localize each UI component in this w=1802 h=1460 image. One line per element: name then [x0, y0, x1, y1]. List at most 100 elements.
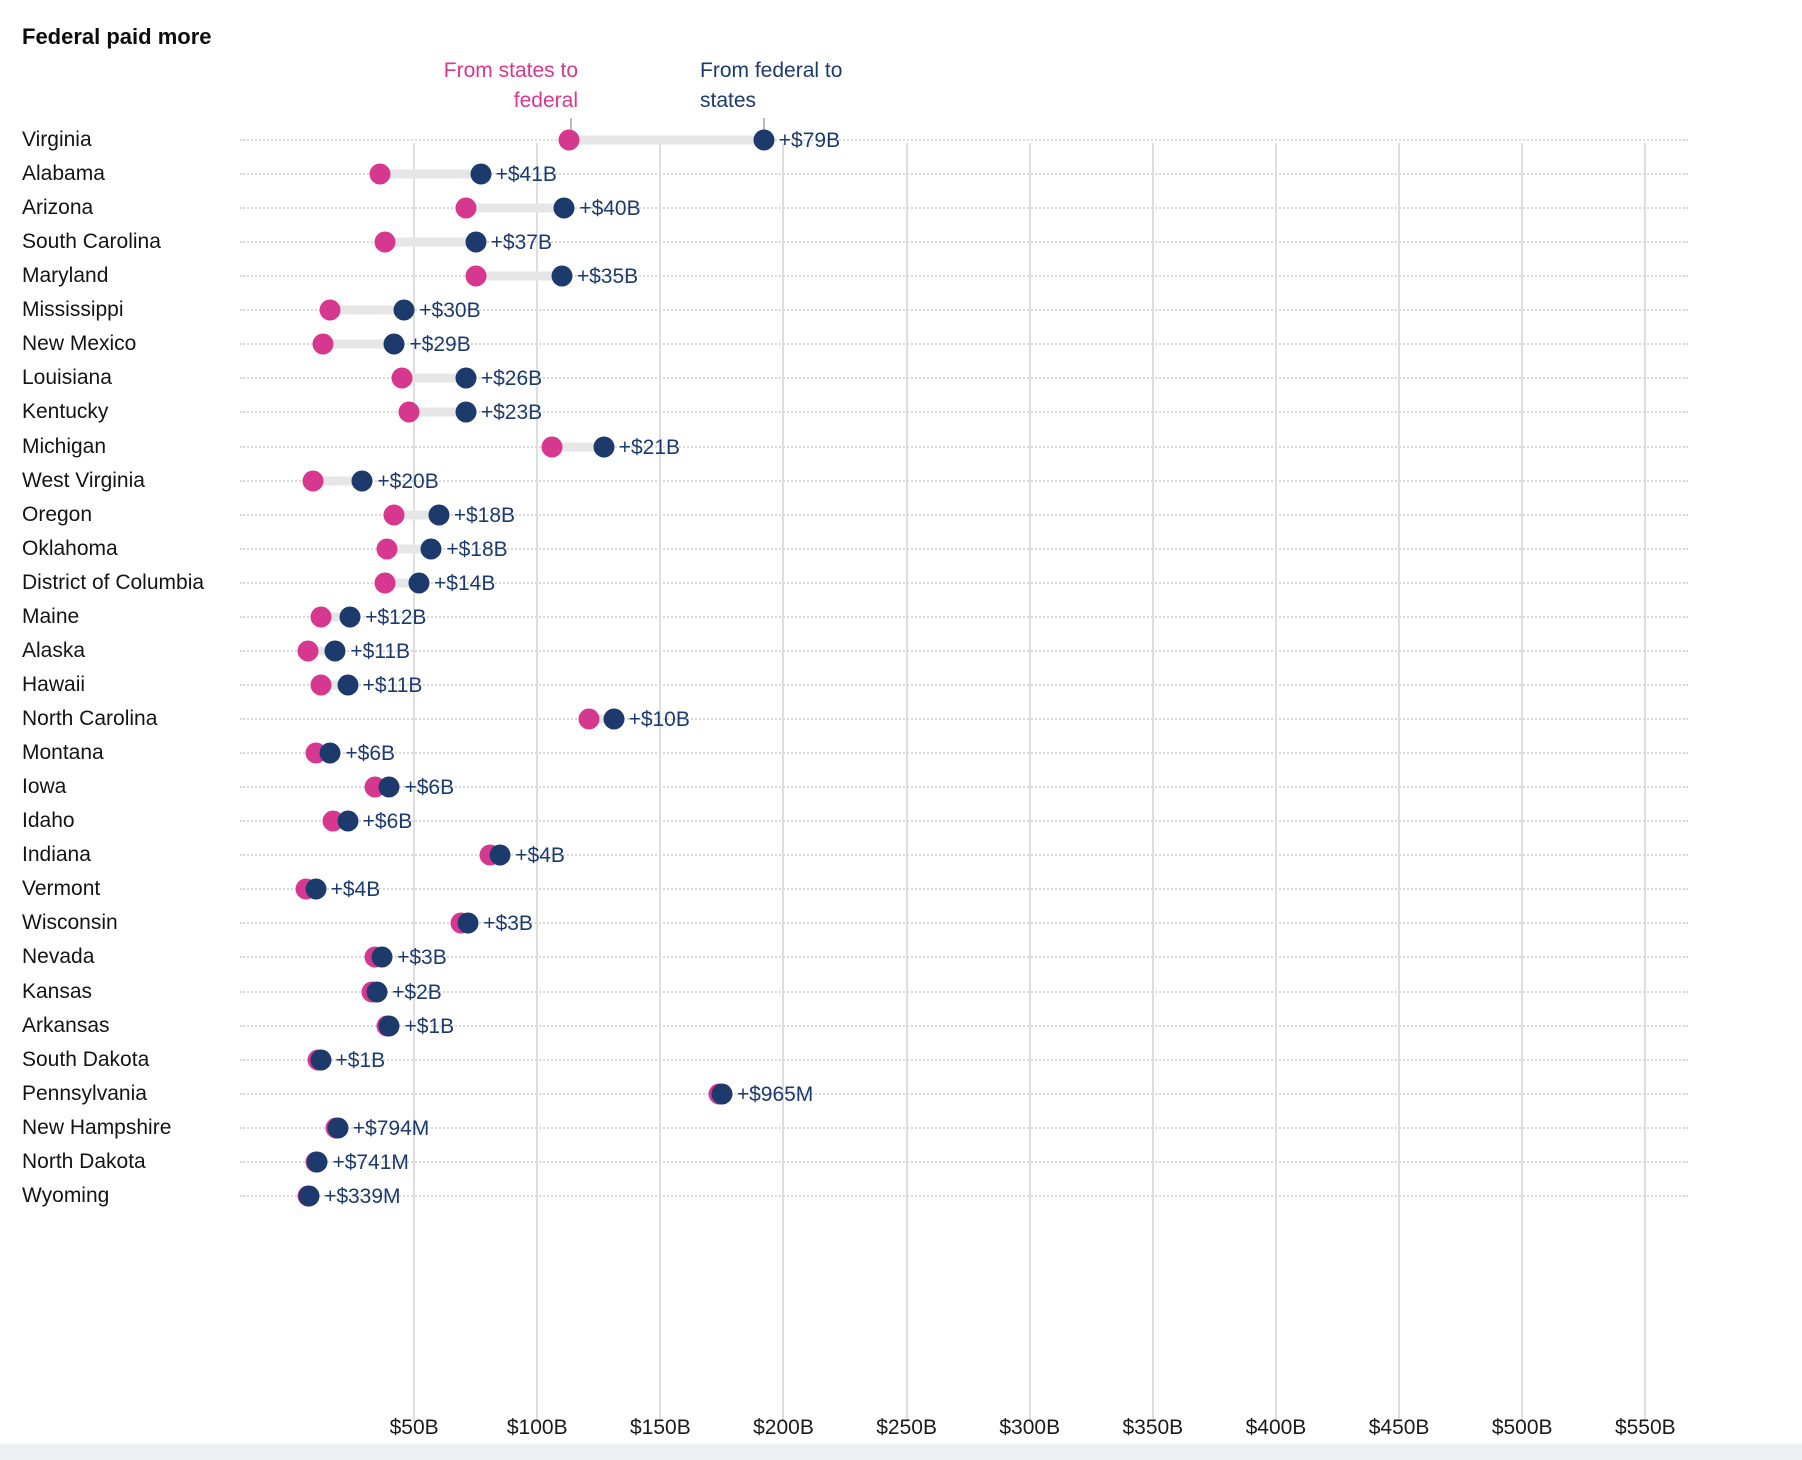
state-label: Arkansas: [22, 1013, 110, 1037]
dumbbell-connector: [475, 271, 562, 281]
difference-label: +$18B: [453, 503, 516, 527]
state-label: Kentucky: [22, 400, 109, 424]
dot-federal-to-states[interactable]: [455, 401, 477, 423]
dot-federal-to-states[interactable]: [553, 197, 575, 219]
difference-label: +$37B: [490, 231, 552, 255]
state-label: Alabama: [22, 162, 105, 186]
dot-federal-to-states[interactable]: [408, 572, 430, 594]
dot-federal-to-states[interactable]: [337, 674, 359, 696]
dot-states-to-federal[interactable]: [302, 470, 324, 492]
dot-states-to-federal[interactable]: [465, 265, 487, 287]
dot-states-to-federal[interactable]: [578, 708, 600, 730]
difference-label: +$40B: [579, 197, 641, 221]
row-guide: [240, 649, 1688, 652]
dot-states-to-federal[interactable]: [312, 333, 334, 355]
dot-states-to-federal[interactable]: [391, 367, 413, 389]
dot-federal-to-states[interactable]: [465, 231, 487, 253]
dot-states-to-federal[interactable]: [541, 436, 563, 458]
difference-label: +$10B: [628, 708, 690, 732]
dot-states-to-federal[interactable]: [374, 572, 396, 594]
row-guide: [240, 990, 1688, 993]
row-guide: [240, 718, 1688, 721]
difference-label: +$794M: [352, 1116, 430, 1140]
gridline-$400B: [1274, 143, 1277, 1422]
dot-federal-to-states[interactable]: [371, 946, 393, 968]
dot-federal-to-states[interactable]: [324, 640, 346, 662]
dot-federal-to-states[interactable]: [593, 436, 615, 458]
gridline-$100B: [536, 143, 539, 1422]
footer-strip: [0, 1444, 1802, 1460]
dot-states-to-federal[interactable]: [374, 231, 396, 253]
dot-states-to-federal[interactable]: [455, 197, 477, 219]
row-guide: [240, 1160, 1688, 1163]
dot-states-to-federal[interactable]: [558, 129, 580, 151]
legend-states-to-federal-line1: From states to: [443, 59, 578, 82]
state-label: Wisconsin: [22, 911, 118, 935]
dot-states-to-federal[interactable]: [369, 163, 391, 185]
dot-states-to-federal[interactable]: [310, 606, 332, 628]
dot-federal-to-states[interactable]: [306, 1151, 328, 1173]
dot-federal-to-states[interactable]: [753, 129, 775, 151]
dumbbell-connector: [323, 339, 395, 349]
gridline-$200B: [782, 143, 785, 1422]
axis-tick-label: $550B: [1614, 1416, 1676, 1439]
dot-federal-to-states[interactable]: [455, 367, 477, 389]
axis-tick-label: $50B: [389, 1416, 439, 1439]
row-guide: [240, 1092, 1688, 1095]
difference-label: +$4B: [515, 844, 565, 868]
dot-federal-to-states[interactable]: [551, 265, 573, 287]
dot-federal-to-states[interactable]: [378, 776, 400, 798]
dot-federal-to-states[interactable]: [305, 878, 327, 900]
row-guide: [240, 547, 1688, 550]
dot-federal-to-states[interactable]: [378, 1015, 400, 1037]
dot-federal-to-states[interactable]: [310, 1049, 332, 1071]
state-label: Indiana: [22, 843, 91, 867]
dot-federal-to-states[interactable]: [489, 844, 511, 866]
row-guide: [240, 1024, 1688, 1027]
dot-federal-to-states[interactable]: [366, 981, 388, 1002]
dot-federal-to-states[interactable]: [327, 1117, 349, 1139]
dot-federal-to-states[interactable]: [319, 742, 341, 764]
difference-label: +$18B: [446, 537, 508, 561]
row-guide: [240, 752, 1688, 755]
dot-states-to-federal[interactable]: [310, 674, 332, 696]
dot-states-to-federal[interactable]: [297, 640, 319, 662]
row-guide: [240, 343, 1688, 346]
row-guide: [240, 479, 1688, 482]
state-label: Oklahoma: [22, 536, 118, 560]
row-guide: [240, 683, 1688, 686]
gridline-$500B: [1521, 143, 1524, 1422]
dot-federal-to-states[interactable]: [339, 606, 361, 628]
dot-federal-to-states[interactable]: [393, 299, 415, 321]
dot-federal-to-states[interactable]: [383, 333, 405, 355]
dot-federal-to-states[interactable]: [457, 912, 479, 934]
dot-federal-to-states[interactable]: [470, 163, 492, 185]
dot-federal-to-states[interactable]: [603, 708, 625, 730]
gridline-$150B: [659, 143, 662, 1422]
dot-states-to-federal[interactable]: [383, 504, 405, 526]
dot-states-to-federal[interactable]: [376, 538, 398, 560]
dot-states-to-federal[interactable]: [319, 299, 341, 321]
difference-label: +$79B: [778, 129, 841, 152]
state-label: Nevada: [22, 945, 95, 969]
dot-federal-to-states[interactable]: [298, 1185, 320, 1207]
dot-states-to-federal[interactable]: [398, 401, 420, 423]
dumbbell-connector: [465, 203, 565, 213]
axis-tick-label: $250B: [876, 1416, 937, 1439]
state-label: Virginia: [22, 128, 92, 151]
state-label: Arizona: [22, 196, 94, 220]
legend-federal-to-states: From federal to states: [700, 56, 960, 116]
state-label: North Carolina: [22, 707, 158, 731]
dot-federal-to-states[interactable]: [711, 1083, 733, 1105]
state-label: Hawaii: [22, 672, 86, 696]
dot-federal-to-states[interactable]: [337, 810, 359, 832]
dot-federal-to-states[interactable]: [351, 470, 373, 492]
difference-label: +$2B: [392, 980, 442, 1004]
difference-label: +$6B: [362, 810, 413, 834]
dot-federal-to-states[interactable]: [428, 504, 450, 526]
state-label: Oregon: [22, 502, 93, 526]
state-label: District of Columbia: [22, 570, 205, 594]
difference-label: +$965M: [736, 1082, 814, 1106]
dot-federal-to-states[interactable]: [420, 538, 442, 560]
